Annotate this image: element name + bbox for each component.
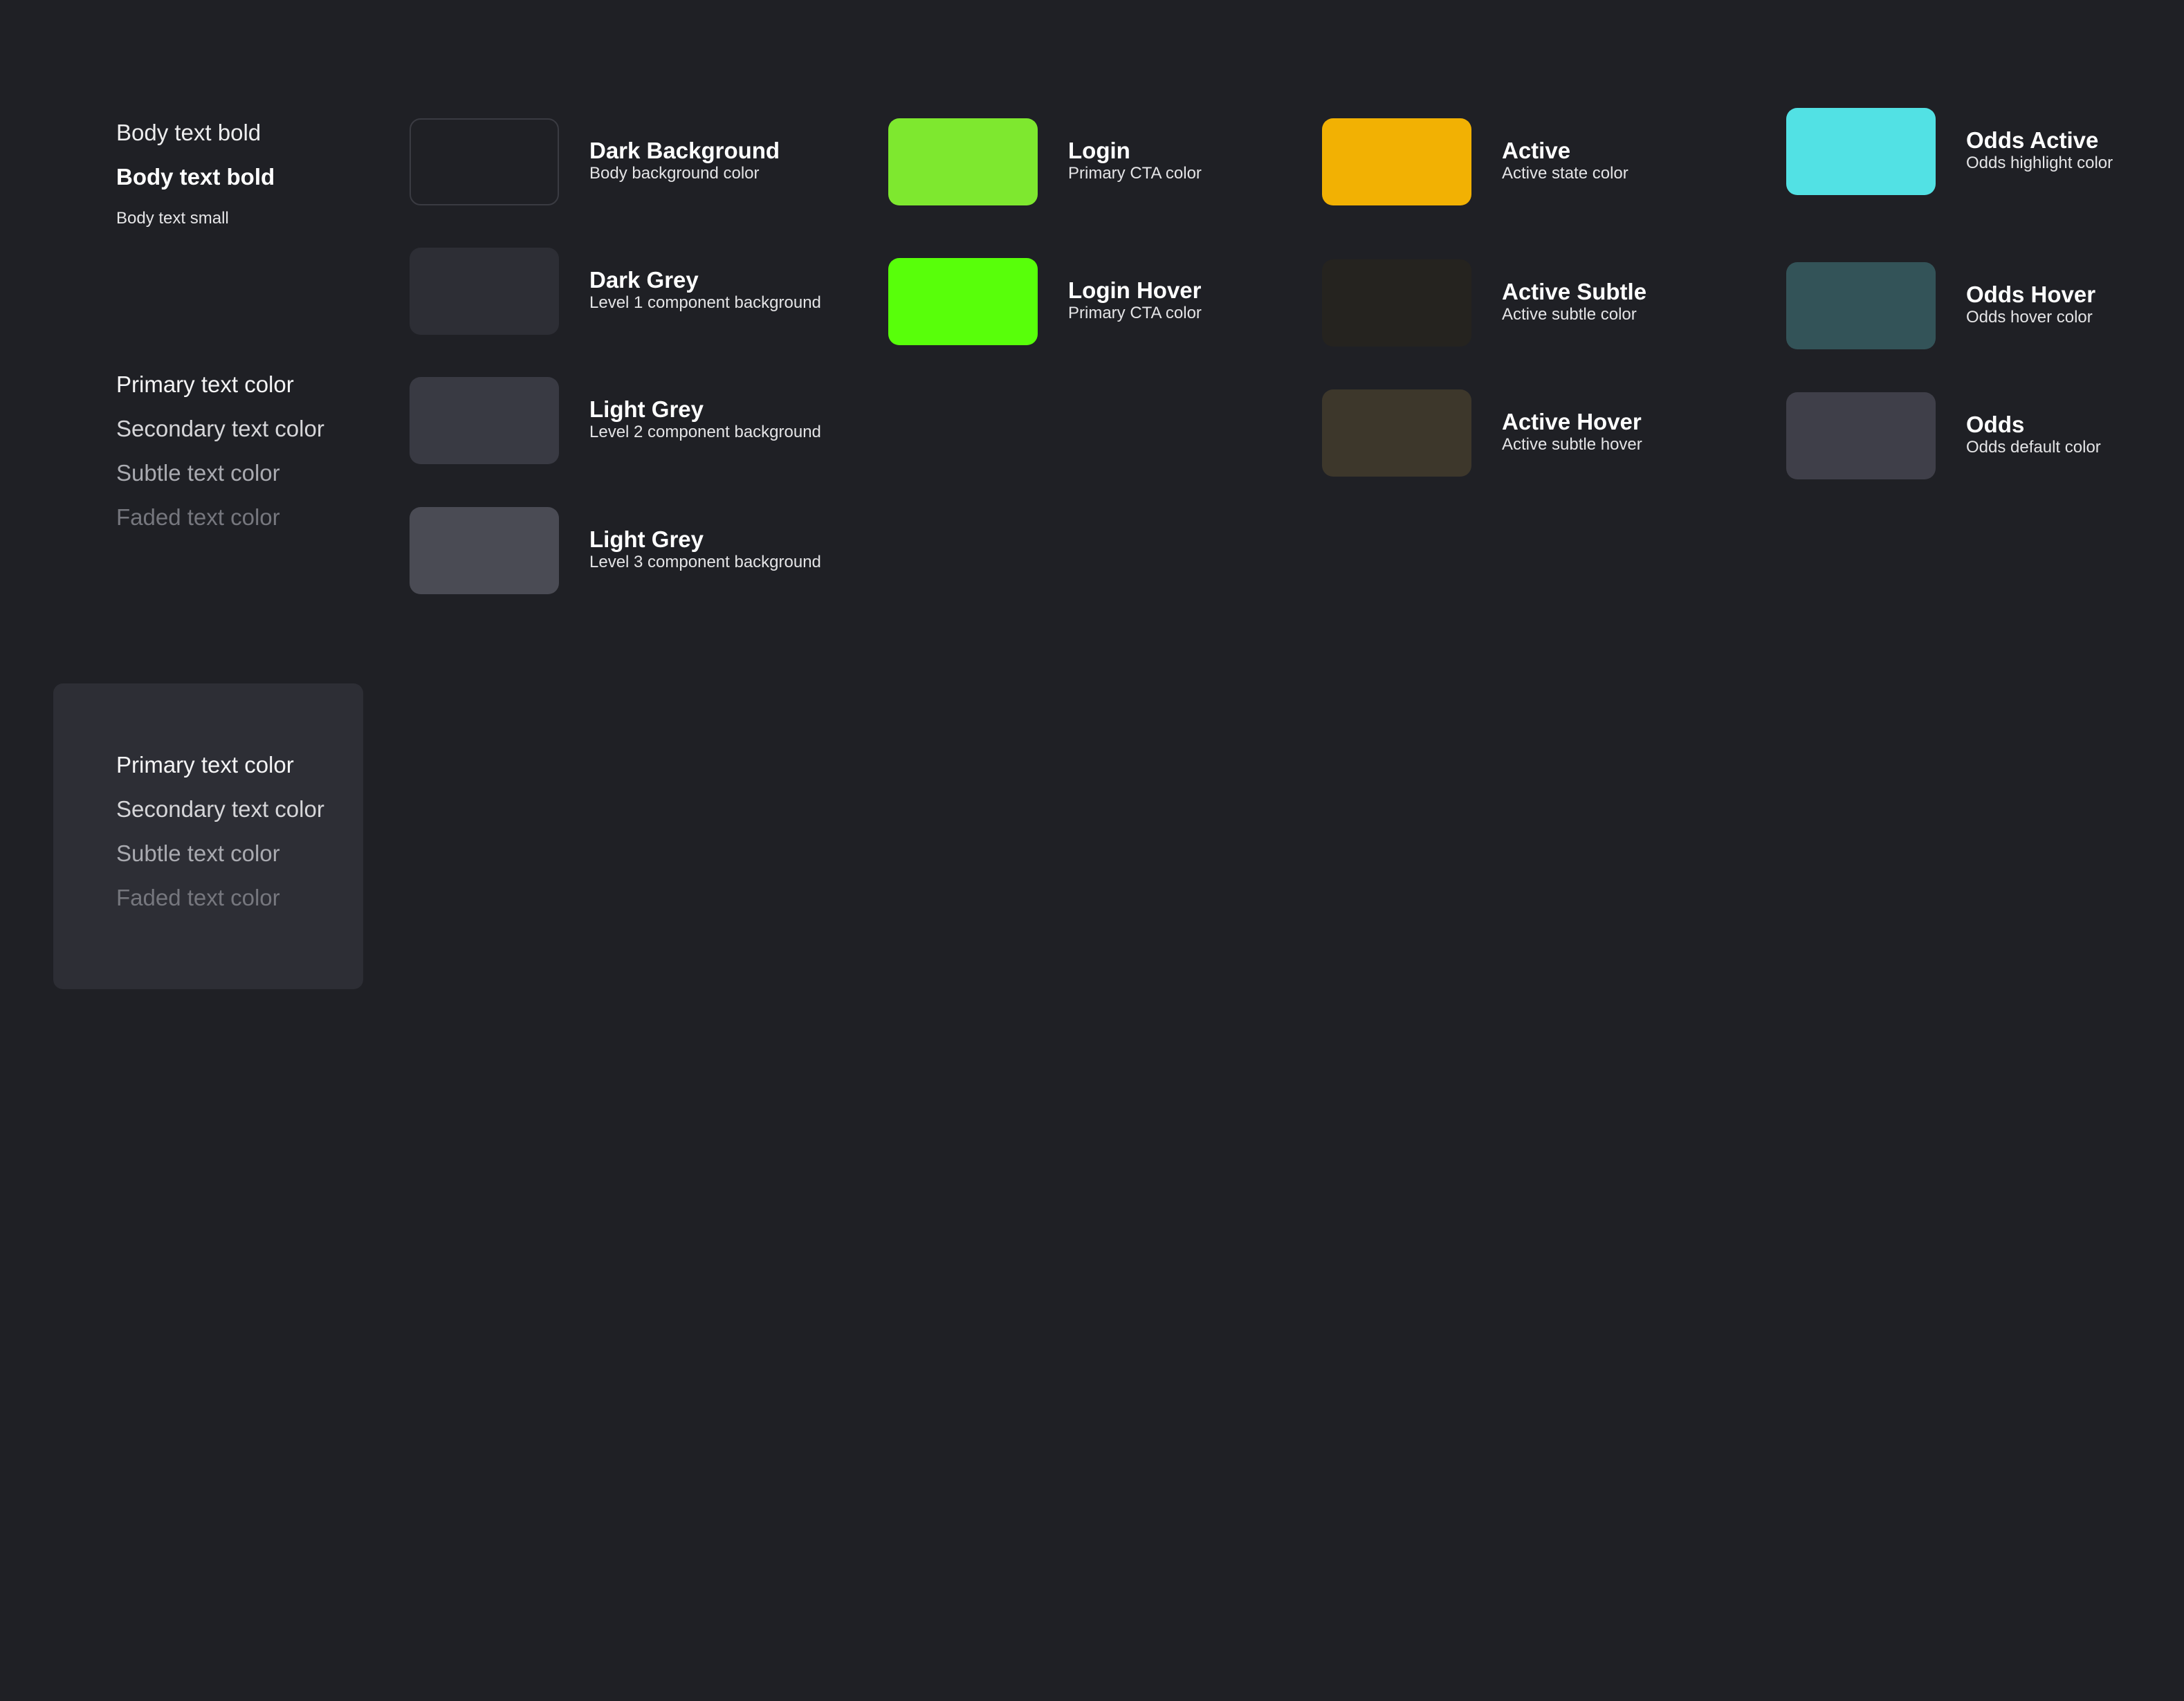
text-colors-dark-list: Primary text color Secondary text color … [116, 371, 324, 531]
swatch-odds-active-label: Odds Active Odds highlight color [1966, 128, 2113, 174]
swatch-active-label: Active Active state color [1502, 138, 1628, 184]
swatch-dark-background-label: Dark Background Body background color [589, 138, 780, 184]
swatch-odds-hover-label: Odds Hover Odds hover color [1966, 282, 2095, 328]
swatch-description: Odds hover color [1966, 308, 2093, 327]
subtle-text-color-sample: Subtle text color [116, 460, 280, 486]
swatch-title: Active Subtle [1502, 279, 1647, 304]
secondary-text-color-sample: Secondary text color [116, 416, 324, 441]
swatch-login-label: Login Primary CTA color [1068, 138, 1202, 184]
swatch-title: Light Grey [589, 526, 704, 552]
swatch-dark-grey-label: Dark Grey Level 1 component background [589, 268, 821, 313]
primary-text-color-sample: Primary text color [116, 371, 294, 397]
swatch-description: Active state color [1502, 164, 1628, 183]
swatch-light-grey-level-2 [410, 377, 559, 464]
swatch-active-hover-label: Active Hover Active subtle hover [1502, 410, 1642, 455]
swatch-description: Odds highlight color [1966, 154, 2113, 172]
swatch-description: Odds default color [1966, 438, 2101, 457]
swatch-active [1322, 118, 1471, 205]
swatch-description: Primary CTA color [1068, 304, 1202, 322]
swatch-description: Active subtle hover [1502, 435, 1642, 454]
swatch-description: Level 2 component background [589, 423, 821, 441]
swatch-title: Odds Hover [1966, 282, 2096, 307]
swatch-title: Dark Background [589, 138, 780, 163]
body-text-small-sample: Body text small [116, 209, 229, 228]
swatch-title: Active [1502, 138, 1571, 163]
faded-text-color-sample: Faded text color [116, 504, 280, 530]
swatch-dark-background [410, 118, 559, 205]
swatch-title: Odds Active [1966, 127, 2099, 153]
swatch-title: Light Grey [589, 396, 704, 422]
swatch-active-subtle [1322, 259, 1471, 347]
panel-primary-text-color-sample: Primary text color [116, 752, 294, 778]
swatch-title: Dark Grey [589, 267, 699, 293]
swatch-description: Level 1 component background [589, 293, 821, 312]
swatch-title: Login Hover [1068, 277, 1202, 303]
swatch-odds [1786, 392, 1936, 479]
swatch-light-grey-level-2-label: Light Grey Level 2 component background [589, 397, 821, 443]
body-text-bold-sample: Body text bold [116, 164, 275, 190]
panel-secondary-text-color-sample: Secondary text color [116, 796, 324, 822]
swatch-active-hover [1322, 389, 1471, 477]
text-colors-panel: Primary text color Secondary text color … [53, 683, 363, 989]
panel-subtle-text-color-sample: Subtle text color [116, 840, 280, 866]
swatch-login-hover [888, 258, 1038, 345]
swatch-description: Level 3 component background [589, 553, 821, 571]
swatch-title: Odds [1966, 412, 2025, 437]
body-text-regular-sample: Body text bold [116, 120, 261, 145]
text-colors-panel-list: Primary text color Secondary text color … [116, 751, 324, 912]
swatch-login-hover-label: Login Hover Primary CTA color [1068, 278, 1202, 324]
swatch-login [888, 118, 1038, 205]
swatch-title: Active Hover [1502, 409, 1642, 434]
swatch-description: Body background color [589, 164, 760, 183]
swatch-title: Login [1068, 138, 1130, 163]
swatch-dark-grey [410, 248, 559, 335]
swatch-active-subtle-label: Active Subtle Active subtle color [1502, 279, 1646, 325]
swatch-description: Active subtle color [1502, 305, 1637, 324]
swatch-description: Primary CTA color [1068, 164, 1202, 183]
swatch-odds-hover [1786, 262, 1936, 349]
panel-faded-text-color-sample: Faded text color [116, 885, 280, 910]
swatch-odds-active [1786, 108, 1936, 195]
swatch-odds-label: Odds Odds default color [1966, 412, 2101, 458]
swatch-light-grey-level-3 [410, 507, 559, 594]
swatch-light-grey-level-3-label: Light Grey Level 3 component background [589, 527, 821, 573]
